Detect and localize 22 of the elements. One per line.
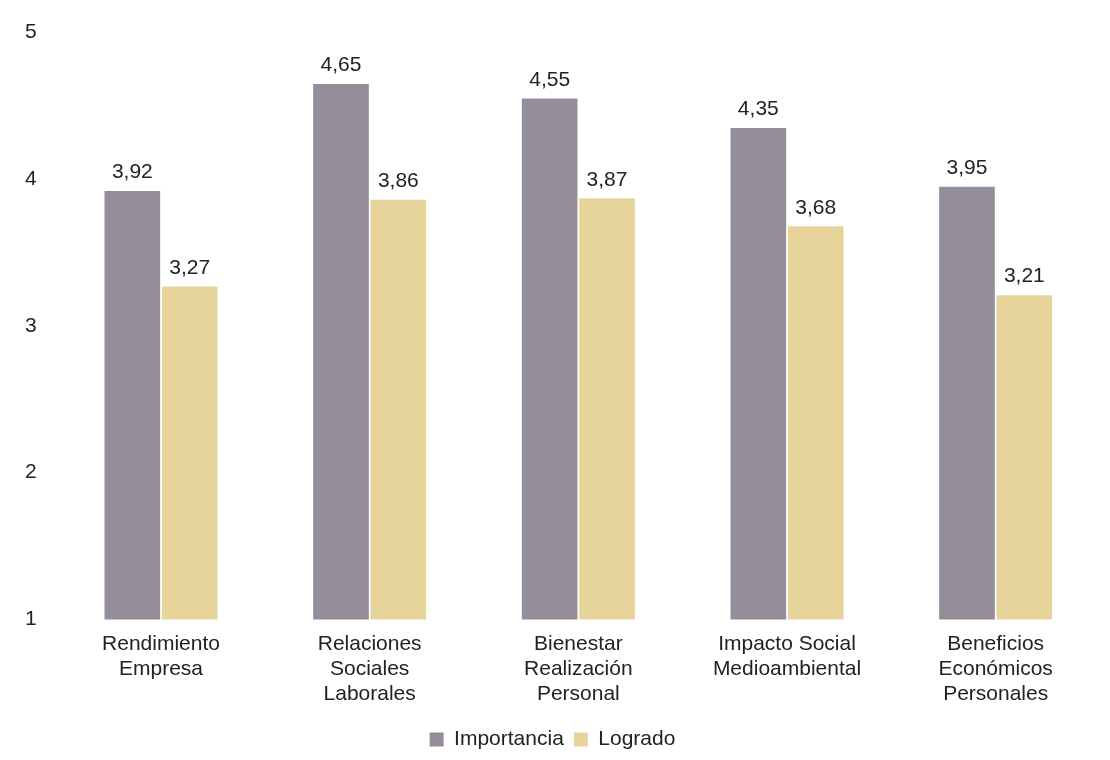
x-tick-label: Beneficios Económicos Personales	[938, 630, 1053, 705]
data-label: 3,87	[586, 166, 628, 190]
x-tick-label: Impacto Social Medioambiental	[712, 630, 862, 679]
data-label: 4,35	[737, 96, 779, 120]
data-label: 3,27	[169, 254, 211, 278]
y-tick-label: 1	[24, 606, 37, 630]
y-tick-label: 5	[24, 19, 37, 43]
data-label: 3,21	[1003, 263, 1045, 287]
data-label: 3,86	[377, 168, 419, 192]
y-tick-label: 2	[24, 459, 37, 483]
data-label: 3,92	[111, 159, 153, 183]
legend-label: Importancia	[454, 726, 565, 750]
x-tick-label: Bienestar Realización Personal	[524, 630, 633, 705]
x-tick-label: Rendimiento Empresa	[102, 630, 220, 679]
legend-label: Logrado	[598, 726, 676, 750]
data-label: 3,68	[795, 194, 837, 218]
y-tick-label: 4	[24, 166, 37, 190]
data-label: 4,65	[320, 52, 362, 76]
x-tick-label: Relaciones Sociales Laborales	[317, 630, 422, 705]
y-tick-label: 3	[24, 312, 37, 336]
data-label: 4,55	[529, 66, 571, 90]
data-label: 3,95	[946, 154, 988, 178]
